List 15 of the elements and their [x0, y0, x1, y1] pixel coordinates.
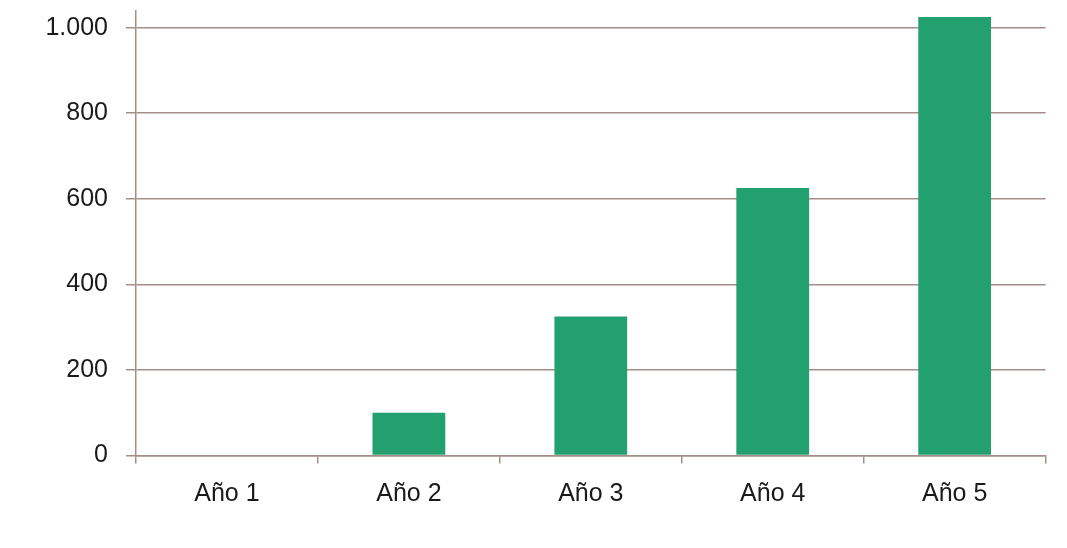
x-tick-label: Año 1	[194, 478, 260, 507]
y-tick-label: 600	[66, 182, 108, 211]
bar	[918, 16, 992, 455]
x-tick-label: Año 4	[740, 478, 806, 507]
y-tick-label: 0	[94, 439, 108, 468]
x-tick-label: Año 2	[376, 478, 442, 507]
y-tick-label: 400	[66, 268, 108, 297]
y-tick-label: 1.000	[45, 11, 108, 40]
y-tick-label: 200	[66, 353, 108, 382]
bar	[554, 316, 628, 455]
y-tick-label: 800	[66, 97, 108, 126]
x-tick-label: Año 3	[558, 478, 624, 507]
bar	[372, 412, 446, 455]
bar	[736, 188, 810, 455]
x-tick-label: Año 5	[921, 478, 988, 507]
